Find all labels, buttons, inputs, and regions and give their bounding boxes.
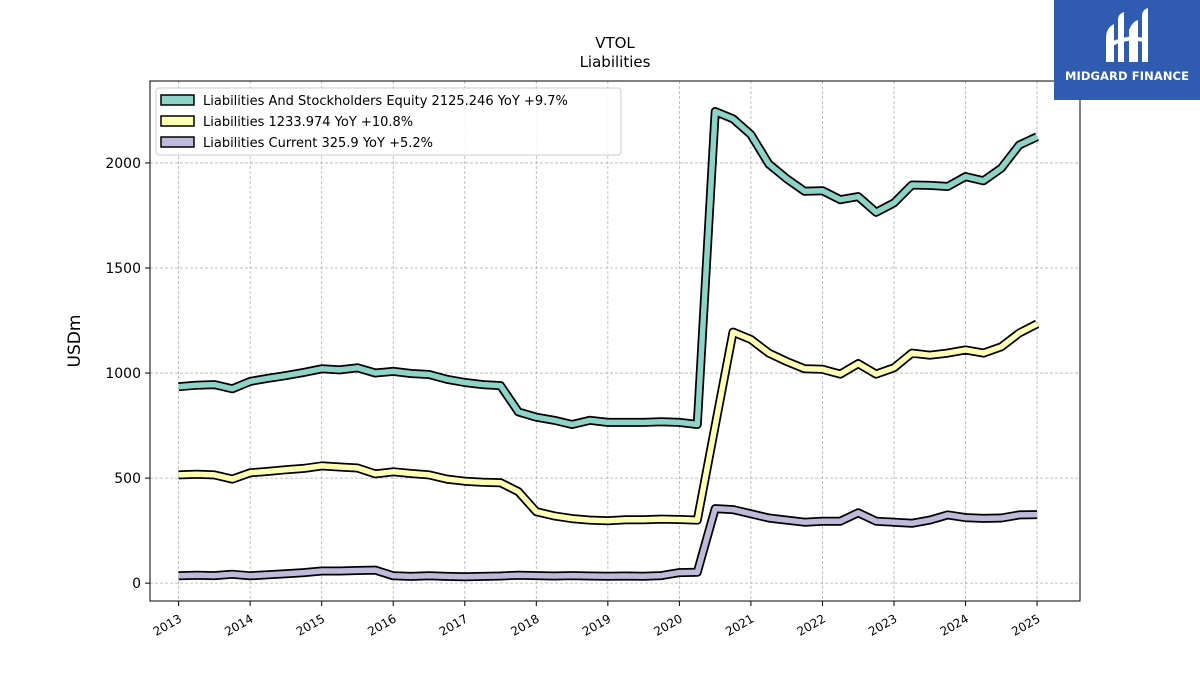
y-tick-label: 2000 <box>105 156 141 172</box>
x-tick-label: 2018 <box>508 611 541 638</box>
y-tick-label: 500 <box>114 471 141 487</box>
legend-swatch <box>160 115 195 127</box>
x-tick-label: 2022 <box>795 611 828 638</box>
series-2-line <box>178 505 1038 580</box>
series-1-line <box>178 321 1039 524</box>
x-tick-label: 2020 <box>651 611 684 638</box>
legend-label: Liabilities 1233.974 YoY +10.8% <box>203 115 413 130</box>
x-axis: 2013 2014 2015 2016 2017 2018 2019 2020 2021 2022… <box>151 601 1043 639</box>
y-axis-label: USDm <box>65 315 85 368</box>
chart-subtitle: Liabilities <box>580 53 651 71</box>
y-tick-label: 1500 <box>105 261 141 277</box>
legend-swatch <box>160 136 195 148</box>
plot-frame <box>149 80 1081 602</box>
x-tick-label: 2014 <box>222 611 255 638</box>
y-tick-label: 1000 <box>105 366 141 382</box>
x-tick-label: 2025 <box>1009 611 1042 638</box>
x-tick-label: 2013 <box>151 611 184 638</box>
legend-label: Liabilities Current 325.9 YoY +5.2% <box>203 136 433 151</box>
logo-text: MIDGARD FINANCE <box>1064 69 1190 83</box>
series-0-line <box>178 108 1039 428</box>
x-tick-label: 2015 <box>294 611 327 638</box>
legend-label: Liabilities And Stockholders Equity 2125… <box>203 94 568 109</box>
legend-box <box>155 87 622 156</box>
legend-swatch <box>160 94 195 106</box>
series-layer <box>178 107 1040 582</box>
x-tick-label: 2016 <box>365 611 398 638</box>
y-axis: 0 500 1000 1500 2000 <box>105 156 150 592</box>
chart-title: VTOL <box>595 34 635 52</box>
x-tick-label: 2024 <box>938 611 971 638</box>
x-tick-label: 2021 <box>723 611 756 638</box>
x-tick-label: 2017 <box>437 611 470 638</box>
logo-mark-icon <box>1106 8 1148 62</box>
brand-logo: MIDGARD FINANCE <box>1054 0 1200 100</box>
x-tick-label: 2019 <box>580 611 613 638</box>
x-tick-label: 2023 <box>866 611 899 638</box>
y-tick-label: 0 <box>132 576 141 592</box>
legend: Liabilities And Stockholders Equity 2125… <box>155 87 622 156</box>
